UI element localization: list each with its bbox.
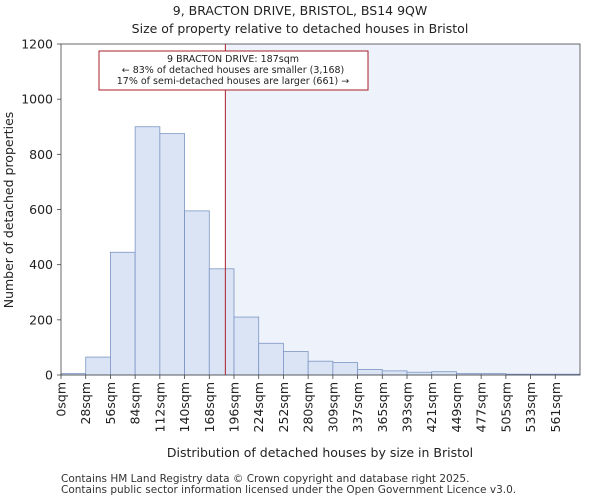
x-tick-label: 112sqm bbox=[152, 382, 167, 432]
x-tick-label: 533sqm bbox=[523, 382, 538, 432]
footer-line-1: Contains HM Land Registry data © Crown c… bbox=[61, 473, 470, 485]
x-tick-label: 56sqm bbox=[103, 382, 118, 425]
bar-365sqm bbox=[381, 370, 408, 376]
x-tick-label: 449sqm bbox=[449, 382, 464, 432]
x-tick-label: 421sqm bbox=[424, 382, 439, 432]
x-tick-label: 140sqm bbox=[177, 382, 192, 432]
annotation-line-1: 9 BRACTON DRIVE: 187sqm bbox=[167, 54, 299, 65]
bar-252sqm bbox=[283, 351, 309, 376]
x-tick-label: 252sqm bbox=[276, 382, 291, 432]
bar-140sqm bbox=[184, 210, 210, 376]
annotation-box bbox=[98, 50, 369, 91]
bar-28sqm bbox=[85, 356, 111, 376]
bar-224sqm bbox=[258, 342, 284, 376]
x-tick-label: 280sqm bbox=[301, 382, 316, 432]
plot-frame bbox=[60, 43, 581, 376]
bar-309sqm bbox=[332, 362, 358, 376]
bar-421sqm bbox=[431, 371, 457, 376]
x-tick-label: 337sqm bbox=[350, 382, 365, 432]
x-tick-label: 28sqm bbox=[78, 382, 93, 425]
bar-280sqm bbox=[307, 360, 334, 376]
x-tick-label: 168sqm bbox=[202, 382, 217, 432]
x-tick-label: 505sqm bbox=[498, 382, 513, 432]
annotation-line-2: ← 83% of detached houses are smaller (3,… bbox=[122, 65, 345, 76]
bar-112sqm bbox=[159, 133, 185, 376]
x-tick-label: 196sqm bbox=[227, 382, 242, 432]
x-axis-label: Distribution of detached houses by size … bbox=[167, 445, 473, 460]
y-tick-label: 800 bbox=[29, 147, 53, 162]
x-tick-label: 0sqm bbox=[54, 382, 69, 417]
x-tick-label: 477sqm bbox=[474, 382, 489, 432]
bar-56sqm bbox=[110, 251, 136, 376]
annotation-line-3: 17% of semi-detached houses are larger (… bbox=[117, 76, 350, 87]
x-tick-label: 365sqm bbox=[375, 382, 390, 432]
y-axis-ticks: 0 200 400 600 800 1000 1200 bbox=[21, 37, 61, 383]
x-tick-label: 84sqm bbox=[128, 382, 143, 425]
bar-196sqm bbox=[233, 316, 260, 376]
x-tick-label: 309sqm bbox=[325, 382, 340, 432]
x-tick-label: 393sqm bbox=[400, 382, 415, 432]
y-tick-label: 200 bbox=[29, 312, 53, 327]
y-tick-label: 400 bbox=[29, 257, 53, 272]
bar-168sqm bbox=[208, 268, 235, 376]
bar-393sqm bbox=[406, 371, 433, 376]
x-tick-label: 224sqm bbox=[251, 382, 266, 432]
bar-337sqm bbox=[357, 369, 383, 376]
y-axis-label: Number of detached properties bbox=[1, 112, 16, 309]
larger-region-shade bbox=[225, 44, 580, 375]
y-tick-label: 0 bbox=[45, 368, 53, 383]
x-tick-label: 561sqm bbox=[548, 382, 563, 432]
footer-line-2: Contains public sector information licen… bbox=[61, 484, 517, 496]
bars-group bbox=[60, 126, 581, 376]
y-tick-label: 1000 bbox=[21, 92, 53, 107]
chart-title: 9, BRACTON DRIVE, BRISTOL, BS14 9QW bbox=[172, 3, 428, 18]
x-axis-ticks: 0sqm 28sqm 56sqm 84sqm 112sqm 140sqm 168sqm 196… bbox=[54, 375, 563, 432]
y-tick-label: 1200 bbox=[21, 37, 53, 52]
y-tick-label: 600 bbox=[29, 202, 53, 217]
bar-84sqm bbox=[134, 126, 161, 376]
chart-subtitle: Size of property relative to detached ho… bbox=[131, 21, 469, 36]
